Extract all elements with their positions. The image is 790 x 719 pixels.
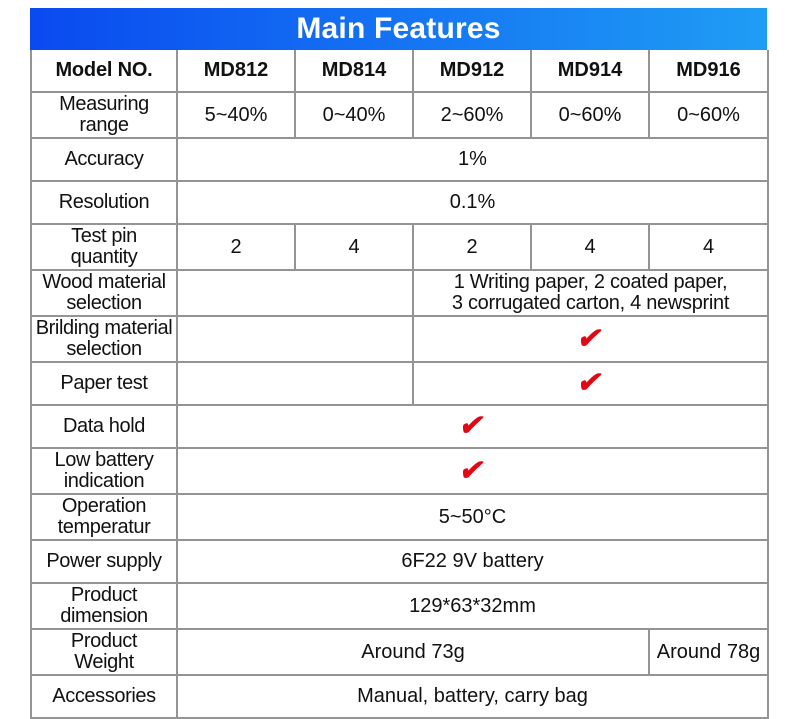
check-icon: ✔ (457, 410, 489, 442)
cell-product-dimension-value: 129*63*32mm (176, 582, 769, 630)
row-label-power-supply: Power supply (30, 539, 178, 584)
row-label-accuracy: Accuracy (30, 137, 178, 182)
table-row-product-dimension: Product dimension 129*63*32mm (30, 582, 769, 630)
cell-resolution-value: 0.1% (176, 180, 769, 225)
table-row-operation-temperature: Operation temperatur 5~50°C (30, 493, 769, 541)
model-md914: MD914 (530, 50, 650, 93)
cell-measuring-md916: 0~60% (648, 91, 769, 139)
check-icon: ✔ (457, 454, 489, 487)
row-label-product-weight: Product Weight (30, 628, 178, 676)
row-label-wood-material: Wood material selection (30, 269, 178, 317)
cell-testpin-md812: 2 (176, 223, 296, 271)
cell-measuring-md914: 0~60% (530, 91, 650, 139)
table-row-product-weight: Product Weight Around 73g Around 78g (30, 628, 769, 676)
cell-weight-78g: Around 78g (648, 628, 769, 676)
cell-paper-check: ✔ (412, 361, 769, 406)
cell-testpin-md912: 2 (412, 223, 532, 271)
table-row-low-battery: Low battery indication ✔ (30, 447, 769, 495)
cell-operation-temperature-value: 5~50°C (176, 493, 769, 541)
main-features-header: Main Features (30, 8, 767, 50)
model-md912: MD912 (412, 50, 532, 93)
cell-paper-blank (176, 361, 414, 406)
table-row-wood-material: Wood material selection 1 Writing paper,… (30, 269, 769, 317)
page-title: Main Features (296, 12, 501, 45)
row-label-data-hold: Data hold (30, 404, 178, 449)
cell-accuracy-value: 1% (176, 137, 769, 182)
cell-testpin-md916: 4 (648, 223, 769, 271)
cell-testpin-md814: 4 (294, 223, 414, 271)
table-row-paper-test: Paper test ✔ (30, 361, 769, 406)
cell-low-battery-check: ✔ (176, 447, 769, 495)
check-icon: ✔ (575, 367, 607, 399)
model-md812: MD812 (176, 50, 296, 93)
row-label-low-battery: Low battery indication (30, 447, 178, 495)
table-row-measuring-range: Measuring range 5~40% 0~40% 2~60% 0~60% … (30, 91, 769, 139)
row-label-operation-temperature: Operation temperatur (30, 493, 178, 541)
wood-options-line2: 3 corrugated carton, 4 newsprint (451, 292, 730, 314)
table-row-models: Model NO. MD812 MD814 MD912 MD914 MD916 (30, 50, 769, 93)
cell-measuring-md812: 5~40% (176, 91, 296, 139)
table-row-test-pin: Test pin quantity 2 4 2 4 4 (30, 223, 769, 271)
wood-options-line1: 1 Writing paper, 2 coated paper, (453, 271, 728, 293)
model-md916: MD916 (648, 50, 769, 93)
table-row-brilding-material: Brilding material selection ✔ (30, 315, 769, 363)
cell-measuring-md814: 0~40% (294, 91, 414, 139)
spec-table: Model NO. MD812 MD814 MD912 MD914 MD916 … (30, 50, 769, 719)
cell-data-hold-check: ✔ (176, 404, 769, 449)
cell-brilding-blank (176, 315, 414, 363)
cell-weight-73g: Around 73g (176, 628, 650, 676)
table-row-power-supply: Power supply 6F22 9V battery (30, 539, 769, 584)
cell-wood-options: 1 Writing paper, 2 coated paper, 3 corru… (412, 269, 769, 317)
spec-sheet: Main Features Model NO. MD812 MD814 MD91… (30, 8, 769, 719)
cell-testpin-md914: 4 (530, 223, 650, 271)
row-label-test-pin: Test pin quantity (30, 223, 178, 271)
row-label-brilding-material: Brilding material selection (30, 315, 178, 363)
cell-wood-blank (176, 269, 414, 317)
table-row-resolution: Resolution 0.1% (30, 180, 769, 225)
row-label-product-dimension: Product dimension (30, 582, 178, 630)
table-row-accuracy: Accuracy 1% (30, 137, 769, 182)
check-icon: ✔ (575, 322, 607, 355)
cell-brilding-check: ✔ (412, 315, 769, 363)
model-no-header: Model NO. (30, 50, 178, 93)
row-label-paper-test: Paper test (30, 361, 178, 406)
cell-measuring-md912: 2~60% (412, 91, 532, 139)
table-row-data-hold: Data hold ✔ (30, 404, 769, 449)
model-md814: MD814 (294, 50, 414, 93)
row-label-measuring-range: Measuring range (30, 91, 178, 139)
cell-power-supply-value: 6F22 9V battery (176, 539, 769, 584)
row-label-resolution: Resolution (30, 180, 178, 225)
